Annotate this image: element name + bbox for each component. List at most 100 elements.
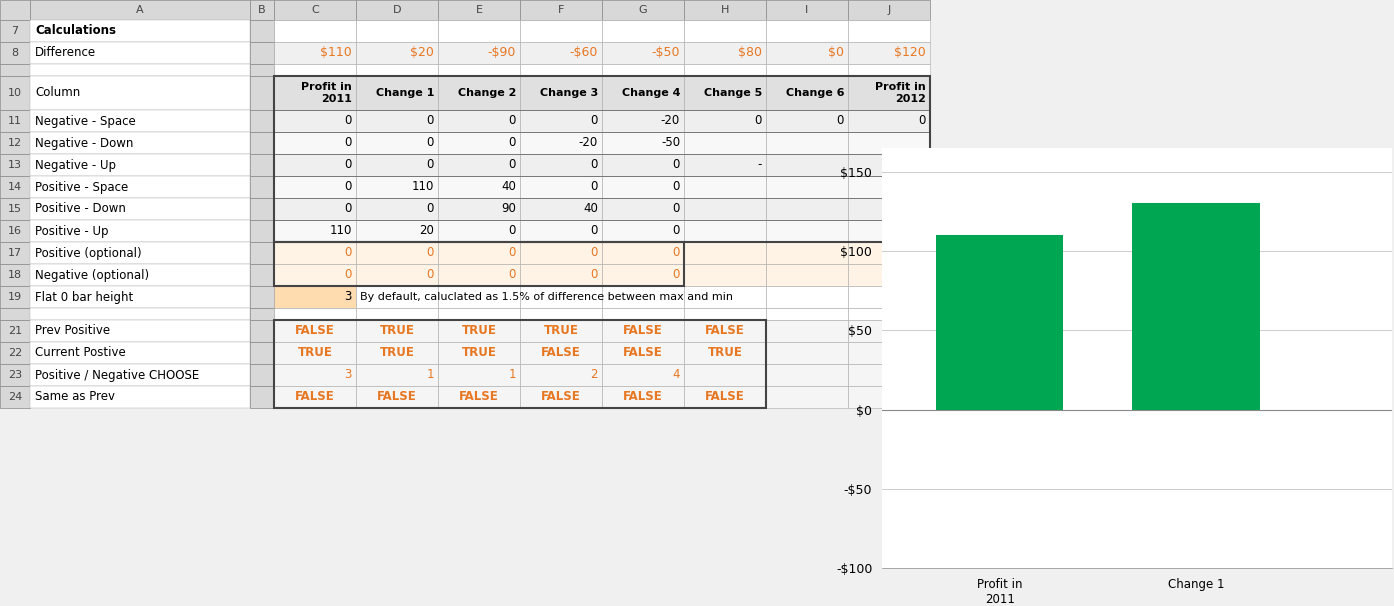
Bar <box>765 242 848 264</box>
Bar <box>275 0 355 20</box>
Bar <box>520 132 602 154</box>
Text: -$90: -$90 <box>488 47 516 59</box>
Text: 0: 0 <box>673 181 680 193</box>
Bar <box>520 308 602 320</box>
Bar <box>0 386 31 408</box>
Bar <box>0 264 31 286</box>
Text: $110: $110 <box>321 47 353 59</box>
Bar <box>520 264 602 286</box>
Text: TRUE: TRUE <box>461 324 496 338</box>
Bar <box>250 242 275 264</box>
Bar <box>250 64 275 76</box>
Bar <box>848 64 930 76</box>
Text: 12: 12 <box>8 138 22 148</box>
Bar <box>520 320 602 342</box>
Text: FALSE: FALSE <box>541 390 581 404</box>
Bar <box>684 42 765 64</box>
Text: Flat 0 bar height: Flat 0 bar height <box>35 290 134 304</box>
Bar <box>602 242 684 264</box>
Bar <box>250 42 275 64</box>
Text: 18: 18 <box>8 270 22 280</box>
Bar <box>520 220 602 242</box>
Bar <box>602 154 684 176</box>
Bar <box>355 286 438 308</box>
Text: 13: 13 <box>8 160 22 170</box>
Bar <box>31 20 250 42</box>
Bar <box>31 0 250 20</box>
Bar <box>848 364 930 386</box>
Bar <box>684 110 765 132</box>
Bar <box>848 308 930 320</box>
Bar <box>31 320 250 342</box>
Bar <box>275 110 355 132</box>
Bar <box>0 342 31 364</box>
Text: 0: 0 <box>509 159 516 171</box>
Bar <box>355 154 438 176</box>
Text: 1: 1 <box>509 368 516 382</box>
Bar <box>684 342 765 364</box>
Text: 0: 0 <box>427 202 434 216</box>
Bar <box>438 386 520 408</box>
Text: J: J <box>888 5 891 15</box>
Bar <box>765 198 848 220</box>
Bar <box>438 264 520 286</box>
Bar <box>848 386 930 408</box>
Bar <box>0 308 31 320</box>
Text: 0: 0 <box>344 159 353 171</box>
Bar <box>848 132 930 154</box>
Text: 0: 0 <box>427 268 434 282</box>
Bar <box>765 76 848 110</box>
Bar <box>355 42 438 64</box>
Bar <box>31 242 250 264</box>
Bar <box>848 320 930 342</box>
Text: TRUE: TRUE <box>461 347 496 359</box>
Bar <box>602 20 684 42</box>
Bar <box>0 64 31 76</box>
Bar <box>438 286 520 308</box>
Bar <box>520 154 602 176</box>
Text: 0: 0 <box>919 115 926 127</box>
Bar <box>31 42 250 64</box>
Bar <box>520 198 602 220</box>
Bar <box>602 386 684 408</box>
Bar <box>31 220 250 242</box>
Bar <box>0 154 31 176</box>
Bar <box>438 220 520 242</box>
Bar <box>848 154 930 176</box>
Bar <box>275 286 355 308</box>
Bar <box>520 0 602 20</box>
Bar <box>275 320 355 342</box>
Text: 0: 0 <box>344 268 353 282</box>
Text: 0: 0 <box>673 268 680 282</box>
Bar <box>31 64 250 76</box>
Text: FALSE: FALSE <box>378 390 417 404</box>
Bar <box>684 20 765 42</box>
Bar <box>250 76 275 110</box>
Bar <box>765 286 848 308</box>
Text: 40: 40 <box>583 202 598 216</box>
Bar <box>438 132 520 154</box>
Bar <box>31 198 250 220</box>
Text: 0: 0 <box>509 247 516 259</box>
Bar <box>602 132 684 154</box>
Bar <box>250 154 275 176</box>
Bar <box>250 198 275 220</box>
Bar <box>684 198 765 220</box>
Text: 40: 40 <box>500 181 516 193</box>
Bar <box>275 42 355 64</box>
Bar <box>0 132 31 154</box>
Text: Current Postive: Current Postive <box>35 347 125 359</box>
Bar <box>355 110 438 132</box>
Text: B: B <box>258 5 266 15</box>
Bar <box>0 198 31 220</box>
Text: Negative (optional): Negative (optional) <box>35 268 149 282</box>
Bar <box>602 198 684 220</box>
Text: Difference: Difference <box>35 47 96 59</box>
Bar <box>275 76 930 242</box>
Text: FALSE: FALSE <box>623 324 664 338</box>
Bar <box>275 308 355 320</box>
Bar <box>765 342 848 364</box>
Bar <box>438 20 520 42</box>
Bar <box>31 110 250 132</box>
Text: 8: 8 <box>11 48 18 58</box>
